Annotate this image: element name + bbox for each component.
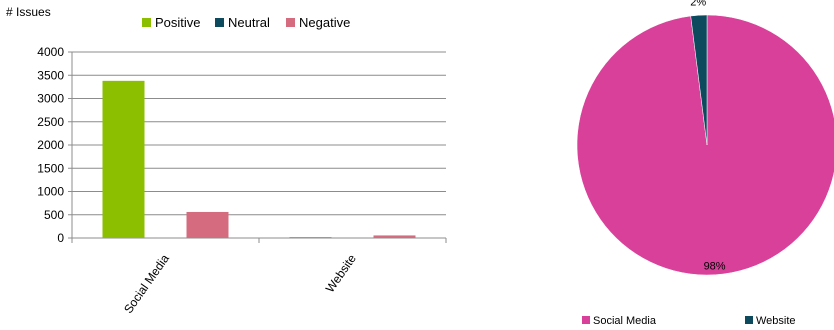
pie-legend: Social Media Website [582,315,796,327]
pie-legend-item-website: Website [745,315,796,327]
pie-legend-swatch-website [745,316,753,324]
bar-marks [102,80,416,238]
pie-legend-label-website: Website [756,315,796,327]
x-tick-label-website: Website [323,251,359,295]
y-tick-label-3500: 3500 [37,68,64,82]
bar-legend: Positive Neutral Negative [142,15,350,30]
pie-slices [576,14,834,276]
pie-slice-website [690,14,708,146]
legend-label-positive: Positive [155,15,201,30]
bar-negative-social-media [186,211,229,238]
legend-swatch-negative [286,18,295,27]
y-tick-label-1000: 1000 [37,185,64,199]
y-axis-ticks: 0 500 1000 1500 2000 2500 3000 3500 4000 [37,45,72,245]
legend-item-neutral: Neutral [215,15,270,30]
pie-slice-social-media [576,14,834,276]
y-tick-label-2500: 2500 [37,115,64,129]
bar-chart: # Issues Positive Neutral Negative 0 500 100… [6,5,447,316]
y-axis-label: # Issues [6,5,51,19]
legend-item-negative: Negative [286,15,350,30]
y-tick-label-2000: 2000 [37,138,64,152]
pie-legend-swatch-social-media [582,316,590,324]
legend-swatch-neutral [215,18,224,27]
y-tick-label-500: 500 [44,208,64,222]
legend-swatch-positive [142,18,151,27]
pie-legend-label-social-media: Social Media [593,315,657,327]
y-tick-label-3000: 3000 [37,92,64,106]
legend-item-positive: Positive [142,15,201,30]
y-tick-label-4000: 4000 [37,45,64,59]
pie-chart: 98% 2% Social Media Website [576,0,834,327]
x-tick-label-social-media: Social Media [121,251,172,316]
bar-positive-website [289,237,332,238]
pie-legend-item-social-media: Social Media [582,315,657,327]
pie-label-social-media: 98% [704,261,726,273]
pie-data-labels: 98% 2% [690,0,726,273]
y-tick-label-1500: 1500 [37,161,64,175]
pie-label-website: 2% [690,0,706,8]
y-tick-label-0: 0 [57,231,64,245]
legend-label-neutral: Neutral [228,15,270,30]
legend-label-negative: Negative [299,15,350,30]
x-axis-labels: Social Media Website [71,238,447,316]
bar-positive-social-media [102,80,145,238]
bar-negative-website [373,235,416,238]
